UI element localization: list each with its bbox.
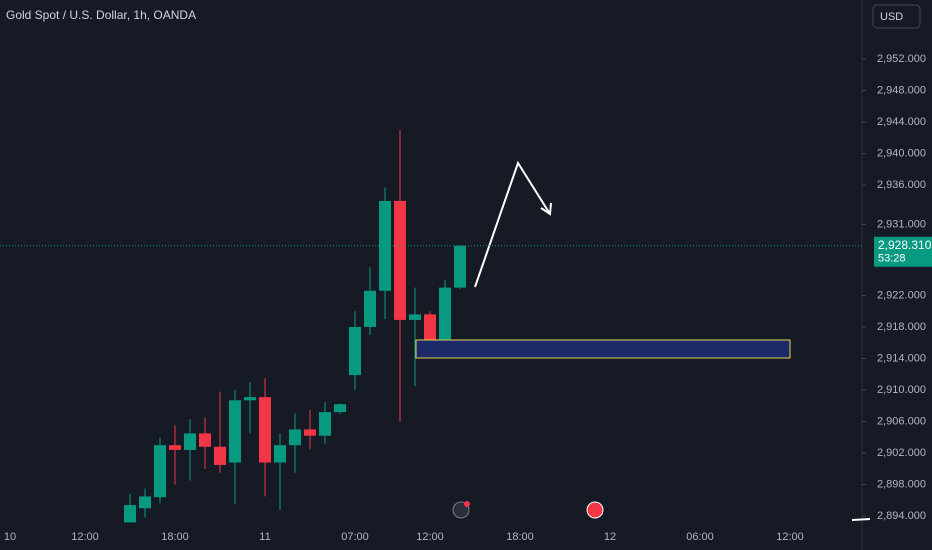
currency-label[interactable]: USD <box>880 11 903 23</box>
y-tick-label: 2,948.000 <box>877 85 926 97</box>
candle-body <box>124 505 136 523</box>
y-tick-label: 2,906.000 <box>877 415 926 427</box>
x-tick-label: 18:00 <box>506 531 534 543</box>
candle-body <box>244 397 256 401</box>
event-badge <box>464 501 470 507</box>
y-tick-label: 2,936.000 <box>877 179 926 191</box>
candle-body <box>199 433 211 447</box>
zone-box <box>415 339 791 359</box>
x-tick-label: 07:00 <box>341 531 369 543</box>
candle-body <box>214 446 226 465</box>
last-price-badge <box>874 236 932 267</box>
candle-body <box>319 412 331 436</box>
candle-body <box>409 314 421 320</box>
candle-body <box>424 314 436 341</box>
currency-button[interactable] <box>872 4 921 29</box>
candle-body <box>169 445 181 450</box>
y-tick-label: 2,898.000 <box>877 479 926 491</box>
candle-body <box>289 429 301 446</box>
x-tick-label: 18:00 <box>161 531 189 543</box>
x-tick-label: 12:00 <box>71 531 99 543</box>
countdown: 53:28 <box>878 253 906 265</box>
chart-title: Gold Spot / U.S. Dollar, 1h, OANDA <box>6 8 196 22</box>
y-tick-label: 2,902.000 <box>877 447 926 459</box>
last-price-label: 2,928.310 <box>878 238 932 252</box>
y-tick-label: 2,931.000 <box>877 218 926 230</box>
y-tick-label: 2,918.000 <box>877 321 926 333</box>
y-tick-label: 2,914.000 <box>877 352 926 364</box>
x-tick-label: 11 <box>259 531 270 543</box>
candle-body <box>364 290 376 328</box>
candle-body <box>349 327 361 376</box>
candle-body <box>454 245 466 288</box>
x-tick-label: 06:00 <box>686 531 714 543</box>
candle-body <box>259 397 271 463</box>
flag-icon[interactable] <box>586 501 604 519</box>
plot <box>124 130 466 523</box>
x-tick-label: 12:00 <box>776 531 804 543</box>
y-tick-label: 2,952.000 <box>877 53 926 65</box>
marker <box>851 518 871 521</box>
y-tick-label: 2,922.000 <box>877 289 926 301</box>
x-tick-label: 12 <box>604 531 616 543</box>
arrow-head <box>540 202 552 216</box>
candle-body <box>229 400 241 463</box>
candle-body <box>304 429 316 436</box>
y-tick-label: 2,910.000 <box>877 384 926 396</box>
candle-body <box>379 200 391 291</box>
candle-body <box>139 496 151 509</box>
x-tick-label: 12:00 <box>416 531 444 543</box>
candle-body <box>154 445 166 498</box>
y-tick-label: 2,940.000 <box>877 148 926 160</box>
x-tick-label: 10 <box>4 531 16 543</box>
candle-body <box>439 287 451 341</box>
candle-body <box>334 404 346 413</box>
candle-body <box>184 433 196 450</box>
candle-body <box>274 445 286 463</box>
y-tick-label: 2,894.000 <box>877 510 926 522</box>
candle-body <box>394 200 406 320</box>
y-tick-label: 2,944.000 <box>877 116 926 128</box>
